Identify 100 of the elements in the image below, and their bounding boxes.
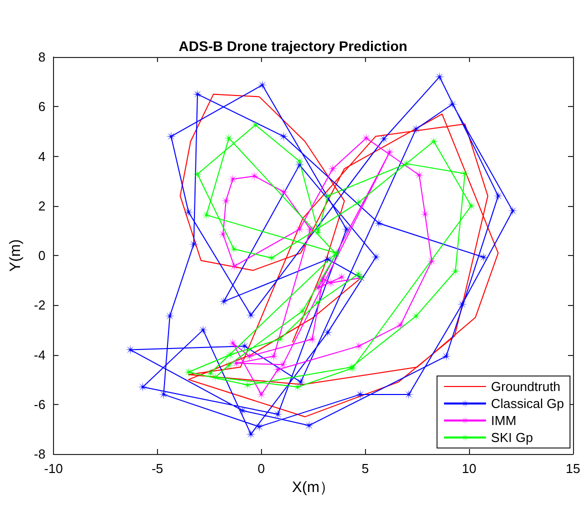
point xyxy=(374,218,384,228)
point xyxy=(224,133,234,144)
point xyxy=(254,422,264,432)
point xyxy=(246,310,256,320)
point xyxy=(256,389,266,400)
point xyxy=(249,171,260,182)
point xyxy=(257,80,268,90)
point xyxy=(370,252,381,262)
point xyxy=(278,131,289,142)
y-tick-label: 4 xyxy=(38,148,46,164)
point xyxy=(508,206,518,216)
point xyxy=(188,239,199,250)
point xyxy=(441,351,452,362)
point xyxy=(294,156,305,166)
point xyxy=(228,244,239,254)
point xyxy=(244,351,254,362)
x-axis-title: X(m） xyxy=(292,478,334,496)
point xyxy=(166,131,176,142)
point xyxy=(268,351,279,362)
point xyxy=(401,158,412,169)
y-tick-label: 6 xyxy=(38,99,46,114)
point xyxy=(228,174,238,184)
point xyxy=(274,334,285,344)
point xyxy=(378,134,389,144)
y-tick-label: -8 xyxy=(34,446,46,462)
point xyxy=(341,224,352,234)
legend-label: IMM xyxy=(491,413,516,428)
point xyxy=(297,306,308,316)
point xyxy=(313,282,324,293)
point xyxy=(354,341,364,352)
point xyxy=(313,227,324,238)
point xyxy=(457,299,468,310)
point xyxy=(307,334,318,344)
point xyxy=(138,382,148,392)
point xyxy=(450,266,460,276)
legend-label: SKI Gp xyxy=(491,430,533,445)
point xyxy=(460,168,470,179)
point xyxy=(228,338,238,348)
point xyxy=(428,136,439,146)
point xyxy=(278,186,289,197)
point xyxy=(198,324,208,335)
x-tick-label: -5 xyxy=(152,461,164,476)
x-tick-label: 0 xyxy=(258,461,265,476)
point xyxy=(266,252,277,263)
point xyxy=(328,164,338,174)
point xyxy=(246,429,256,440)
point xyxy=(220,196,231,206)
point xyxy=(353,269,364,280)
point xyxy=(414,170,424,180)
point xyxy=(312,298,322,308)
point xyxy=(192,89,202,100)
x-tick-label: 15 xyxy=(566,461,580,476)
point xyxy=(426,256,437,266)
point xyxy=(354,197,364,208)
y-tick-label: 8 xyxy=(38,50,46,64)
point xyxy=(478,252,489,262)
y-tick-label: 0 xyxy=(38,248,46,263)
point xyxy=(434,72,445,82)
point xyxy=(184,367,194,378)
chart-title: ADS-B Drone trajectory Prediction xyxy=(178,38,408,54)
point xyxy=(384,147,395,158)
point xyxy=(447,99,458,110)
point xyxy=(240,341,250,352)
y-axis-title: Y(m) xyxy=(7,239,24,272)
legend-label: Classical Gp xyxy=(491,396,564,411)
point xyxy=(184,207,194,218)
point xyxy=(224,360,234,370)
point xyxy=(294,224,305,234)
y-tick-label: -4 xyxy=(34,347,46,362)
point xyxy=(411,311,422,322)
y-tick-label: 2 xyxy=(38,198,46,214)
point xyxy=(229,261,240,272)
point xyxy=(336,272,347,282)
point xyxy=(210,372,221,382)
point xyxy=(355,389,366,400)
point xyxy=(361,133,372,144)
point xyxy=(218,296,229,306)
point xyxy=(322,327,333,338)
x-tick-label: 5 xyxy=(362,461,369,476)
point xyxy=(493,190,504,201)
x-tick-label: -10 xyxy=(44,461,63,476)
point xyxy=(466,200,476,211)
point xyxy=(296,377,306,388)
point xyxy=(125,344,136,355)
point xyxy=(231,358,242,368)
point xyxy=(192,169,202,180)
point xyxy=(322,190,333,201)
x-tick-label: 10 xyxy=(462,461,476,476)
legend-label: Groundtruth xyxy=(491,379,560,394)
point xyxy=(218,229,228,240)
y-tick-label: -6 xyxy=(34,396,46,412)
point xyxy=(292,382,303,392)
point xyxy=(404,389,414,400)
point xyxy=(420,209,430,220)
point xyxy=(272,409,283,420)
point xyxy=(396,320,406,330)
point xyxy=(304,420,314,430)
point xyxy=(326,278,336,288)
point xyxy=(225,350,236,360)
y-tick-label: -2 xyxy=(34,298,46,313)
